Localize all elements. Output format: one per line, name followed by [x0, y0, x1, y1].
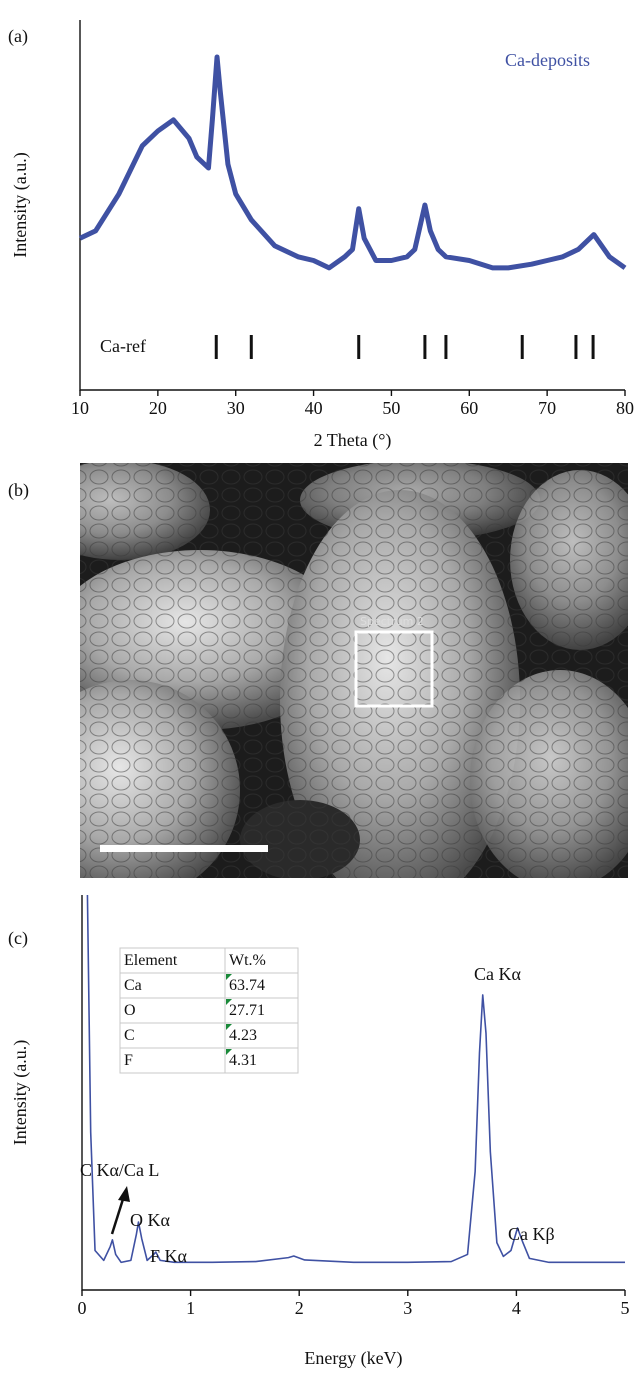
cell-flag	[226, 1049, 232, 1055]
x-axis-label: Energy (keV)	[304, 1348, 402, 1369]
panel-label: (a)	[8, 26, 28, 47]
table-cell	[224, 1047, 299, 1074]
x-tick-label: 30	[227, 398, 245, 418]
peak-label: Ca Kα	[474, 964, 521, 984]
peak-label: Ca Kβ	[508, 1224, 555, 1244]
peak-label: C Kα/Ca L	[80, 1160, 159, 1180]
cell-flag	[226, 999, 232, 1005]
x-tick-label: 4	[512, 1298, 521, 1318]
cell-flag	[226, 974, 232, 980]
y-axis-label: Intensity (a.u.)	[10, 1040, 31, 1145]
x-tick-label: 5	[621, 1298, 630, 1318]
x-tick-label: 3	[403, 1298, 412, 1318]
x-tick-label: 0	[78, 1298, 87, 1318]
cell-flag	[226, 1024, 232, 1030]
legend-label: Ca-deposits	[505, 50, 590, 70]
table-text: 63.74	[229, 977, 265, 994]
peak-label: O Kα	[130, 1210, 170, 1230]
series-line	[78, 54, 627, 271]
panel-label: (b)	[8, 480, 29, 501]
series-line	[86, 894, 625, 1264]
table-text: Ca	[124, 977, 142, 994]
table-cell	[119, 1047, 226, 1074]
panel-label: (c)	[8, 928, 28, 949]
table-text: 27.71	[229, 1002, 265, 1019]
x-tick-label: 80	[616, 398, 634, 418]
table-text: F	[124, 1052, 133, 1069]
table-cell	[119, 997, 226, 1024]
sem-image: Spectrum 2	[80, 463, 628, 878]
x-tick-label: 10	[71, 398, 89, 418]
x-tick-label: 50	[382, 398, 400, 418]
table-cell	[224, 947, 299, 974]
table-text: 4.23	[229, 1027, 257, 1044]
table-cell	[119, 1022, 226, 1049]
arrow-head	[118, 1186, 130, 1202]
x-tick-label: 60	[460, 398, 478, 418]
x-tick-label: 70	[538, 398, 556, 418]
table-cell	[119, 972, 226, 999]
x-tick-label: 40	[305, 398, 323, 418]
arrow	[110, 1195, 126, 1235]
table-text: Element	[124, 952, 178, 969]
x-tick-label: 2	[295, 1298, 304, 1318]
table-text: 4.31	[229, 1052, 257, 1069]
x-axis-label: 2 Theta (°)	[314, 430, 392, 451]
reference-label: Ca-ref	[100, 336, 146, 356]
peak-label: F Kα	[150, 1246, 188, 1266]
x-tick-label: 1	[186, 1298, 195, 1318]
table-text: Wt.%	[229, 952, 266, 969]
x-tick-label: 20	[149, 398, 167, 418]
table-text: O	[124, 1002, 136, 1019]
table-cell	[224, 997, 299, 1024]
region-label: Spectrum 2	[360, 615, 424, 628]
table-cell	[224, 972, 299, 999]
y-axis-label: Intensity (a.u.)	[10, 152, 31, 257]
table-text: C	[124, 1027, 135, 1044]
axis	[79, 20, 625, 391]
